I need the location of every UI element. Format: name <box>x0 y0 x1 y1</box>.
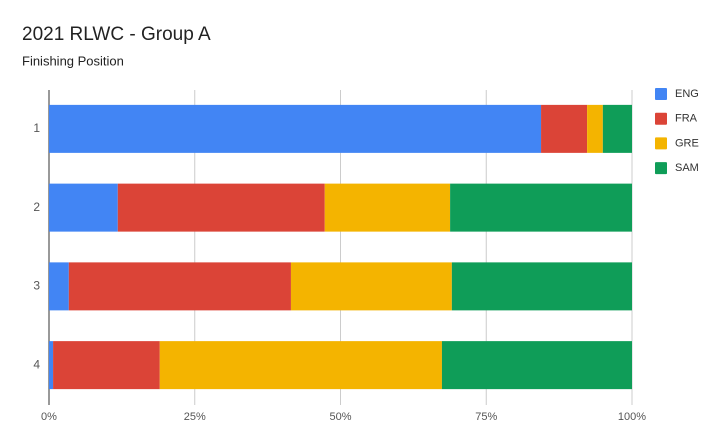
legend-swatch <box>655 137 667 150</box>
bar-segment <box>451 262 632 311</box>
bar-segment <box>117 183 325 232</box>
bar-segment <box>49 104 542 153</box>
bar-segment <box>602 104 632 153</box>
legend-swatch <box>655 88 667 100</box>
y-tick-label: 1 <box>33 121 40 135</box>
legend-label: GRE <box>675 137 699 149</box>
y-tick-label: 2 <box>33 200 40 214</box>
y-tick-label: 4 <box>33 357 40 371</box>
bar-segment <box>49 262 69 311</box>
x-tick-label: 0% <box>41 411 57 423</box>
bar-segment <box>159 341 442 390</box>
bar-segment <box>53 341 160 390</box>
chart-title: 2021 RLWC - Group A <box>22 24 211 45</box>
bar-segment <box>68 262 291 311</box>
bar-segment <box>49 341 54 390</box>
bar-segment <box>450 183 632 232</box>
bar-segment <box>541 104 588 153</box>
bar-segment <box>290 262 452 311</box>
legend-label: ENG <box>675 88 699 100</box>
bar-segment <box>324 183 451 232</box>
legend-label: FRA <box>675 113 698 125</box>
x-tick-label: 25% <box>184 411 206 423</box>
y-tick-label: 3 <box>33 279 40 293</box>
x-tick-label: 100% <box>618 411 646 423</box>
legend-swatch <box>655 112 667 125</box>
bar-segment <box>587 104 603 153</box>
legend-swatch <box>655 162 667 175</box>
x-tick-label: 75% <box>475 411 497 423</box>
chart-subtitle: Finishing Position <box>22 53 124 68</box>
bar-segment <box>49 183 118 232</box>
x-tick-label: 50% <box>329 411 351 423</box>
legend-label: SAM <box>675 162 699 174</box>
bar-segment <box>441 341 632 390</box>
